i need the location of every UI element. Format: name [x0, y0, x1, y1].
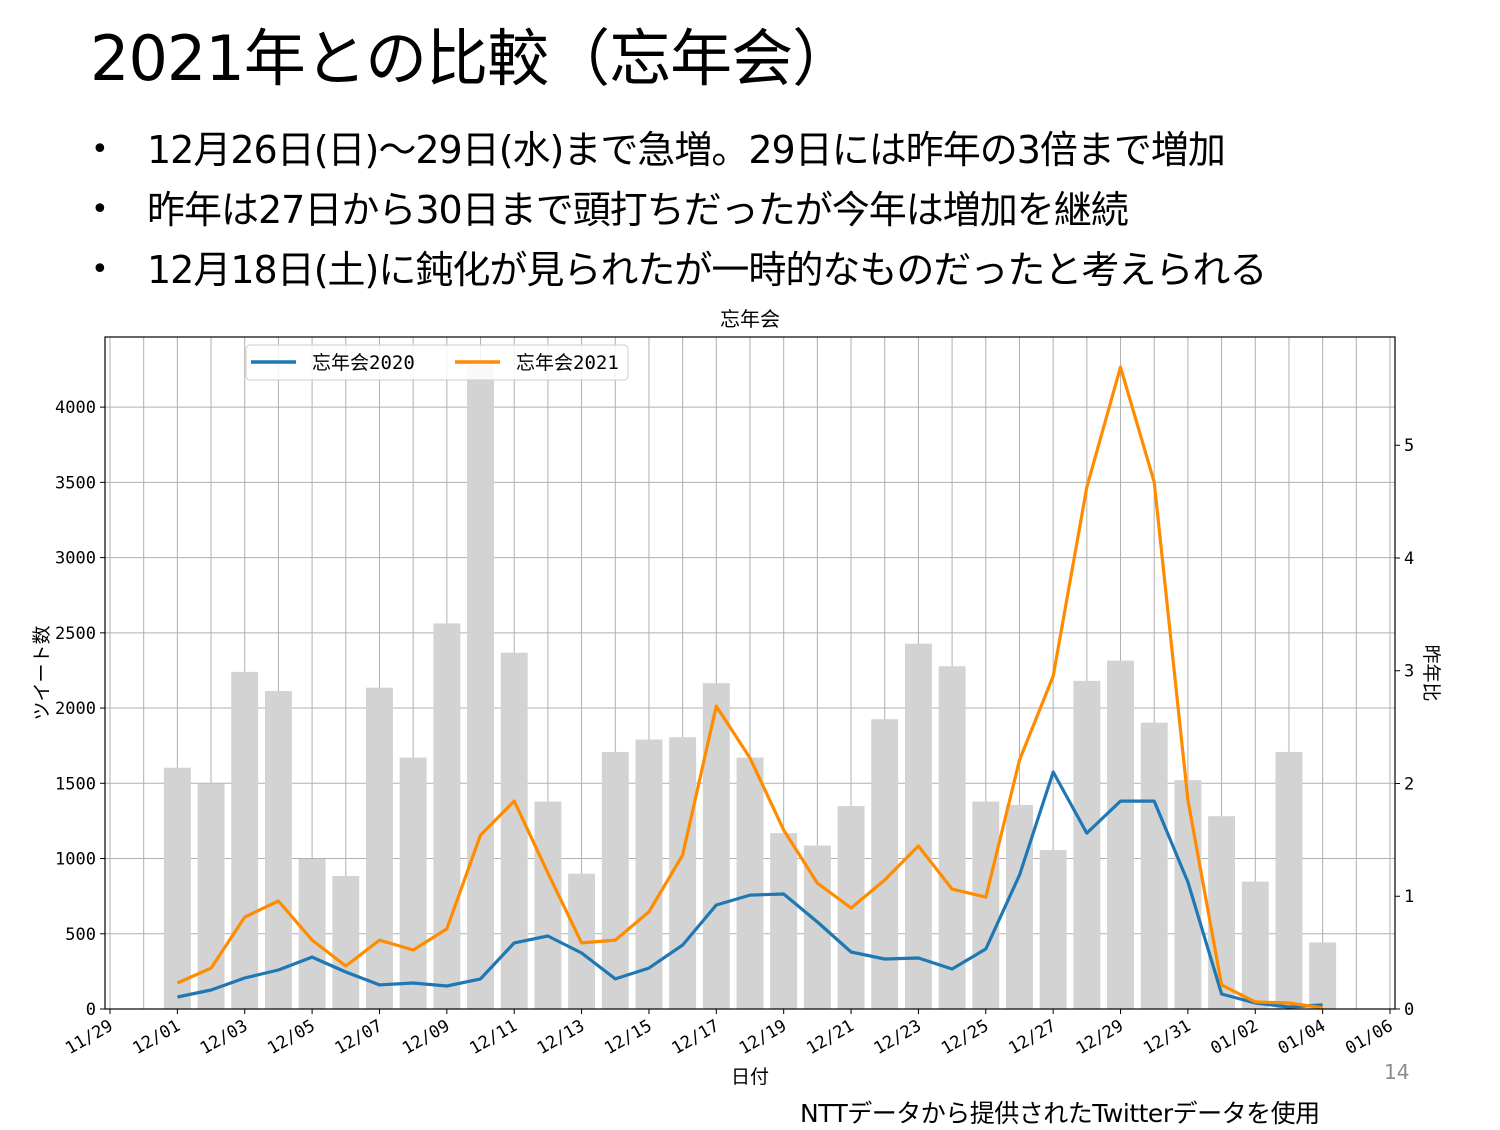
y2-tick-label: 1 — [1404, 887, 1414, 907]
ratio-bar — [939, 666, 966, 1009]
ratio-bar — [1006, 805, 1033, 1009]
ratio-bar — [433, 623, 460, 1009]
y-axis-label: ツイート数 — [31, 625, 53, 720]
y-tick-label: 2000 — [55, 699, 96, 719]
ratio-bar — [1040, 850, 1067, 1009]
ratio-bar — [265, 691, 292, 1009]
x-tick-label: 12/15 — [601, 1016, 655, 1059]
x-tick-label: 01/06 — [1342, 1016, 1396, 1059]
ratio-bar — [231, 672, 258, 1009]
x-tick-label: 12/27 — [1005, 1016, 1059, 1059]
legend-label-2020: 忘年会2020 — [312, 352, 415, 374]
x-axis-label: 日付 — [731, 1066, 769, 1088]
ratio-bar — [770, 833, 797, 1009]
x-tick-label: 12/09 — [399, 1016, 453, 1059]
y2-tick-label: 3 — [1404, 662, 1414, 682]
y-tick-label: 500 — [65, 925, 96, 945]
y-tick-label: 1500 — [55, 774, 96, 794]
ratio-bar — [332, 876, 359, 1009]
ratio-bar — [703, 683, 730, 1009]
x-tick-label: 12/11 — [466, 1016, 520, 1059]
x-tick-label: 12/17 — [668, 1016, 722, 1059]
x-tick-label: 12/25 — [938, 1016, 992, 1059]
x-tick-label: 01/04 — [1275, 1016, 1329, 1059]
ratio-bar — [1174, 780, 1201, 1009]
ratio-bar — [871, 719, 898, 1009]
x-tick-label: 12/23 — [871, 1016, 925, 1059]
ratio-bar — [400, 758, 427, 1009]
x-tick-label: 12/05 — [264, 1016, 318, 1059]
page-number: 14 — [1384, 1060, 1409, 1084]
y-tick-label: 3500 — [55, 473, 96, 493]
x-tick-label: 12/21 — [803, 1016, 857, 1059]
ratio-bar — [198, 783, 225, 1009]
ratio-bar — [1107, 661, 1134, 1009]
ratio-bar — [1275, 752, 1302, 1009]
y-tick-label: 0 — [86, 1000, 96, 1020]
y-tick-label: 2500 — [55, 624, 96, 644]
ratio-bar — [737, 758, 764, 1009]
y2-tick-label: 0 — [1404, 1000, 1414, 1020]
ratio-bar — [1073, 681, 1100, 1009]
x-tick-label: 12/31 — [1140, 1016, 1194, 1059]
y2-tick-label: 4 — [1404, 549, 1414, 569]
y2-tick-label: 5 — [1404, 436, 1414, 456]
ratio-bar — [1309, 942, 1336, 1009]
ratio-bar — [905, 644, 932, 1009]
ratio-bar — [501, 653, 528, 1009]
y-tick-label: 1000 — [55, 850, 96, 870]
legend-label-2021: 忘年会2021 — [516, 352, 619, 374]
x-tick-label: 12/13 — [534, 1016, 588, 1059]
x-tick-label: 11/29 — [62, 1016, 116, 1059]
x-tick-label: 01/02 — [1207, 1016, 1261, 1059]
ratio-bar — [1141, 723, 1168, 1009]
y-tick-label: 3000 — [55, 549, 96, 569]
ratio-bar — [366, 688, 393, 1009]
ratio-bar — [299, 859, 326, 1009]
y-tick-label: 4000 — [55, 398, 96, 418]
ratio-bar — [467, 363, 494, 1009]
x-tick-label: 12/07 — [332, 1016, 386, 1059]
ratio-bar — [972, 802, 999, 1009]
ratio-bar — [1242, 882, 1269, 1009]
x-tick-label: 12/01 — [130, 1016, 184, 1059]
ratio-bar — [534, 802, 561, 1009]
ratio-bar — [164, 768, 191, 1009]
x-tick-label: 12/19 — [736, 1016, 790, 1059]
y2-tick-label: 2 — [1404, 774, 1414, 794]
x-tick-label: 12/29 — [1073, 1016, 1127, 1059]
y2-axis-label: 昨年比 — [1420, 644, 1442, 701]
x-tick-label: 12/03 — [197, 1016, 251, 1059]
chart-title: 忘年会 — [720, 307, 780, 331]
